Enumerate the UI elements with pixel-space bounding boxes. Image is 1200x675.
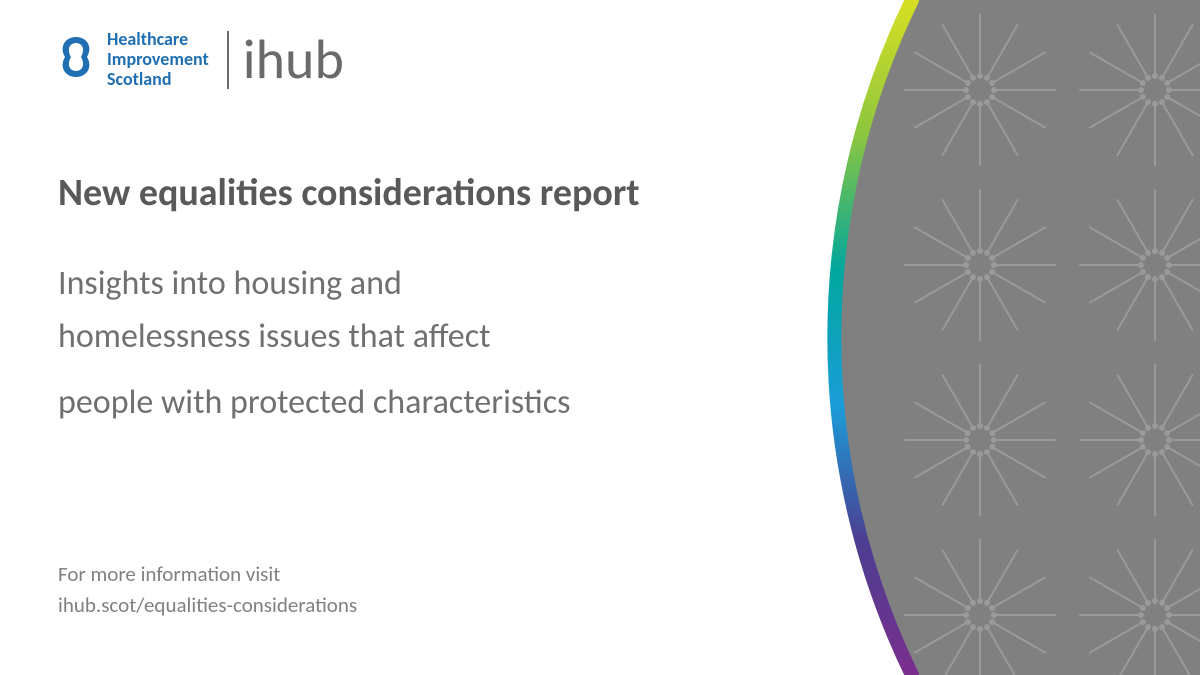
starburst-icon xyxy=(1075,10,1200,170)
body-line2: homelessness issues that affect xyxy=(58,311,698,364)
starburst-icon xyxy=(1075,185,1200,345)
logo-brand: ihub xyxy=(243,32,344,88)
report-body: Insights into housing and homelessness i… xyxy=(58,258,698,430)
starburst-icon xyxy=(900,535,1060,675)
logo-org-line2: Improvement xyxy=(107,50,209,70)
logo-divider xyxy=(227,31,229,89)
right-panel xyxy=(780,0,1200,675)
logo-org-line3: Scotland xyxy=(107,70,209,90)
starburst-icon xyxy=(900,360,1060,520)
starburst-icon xyxy=(1075,535,1200,675)
his-knot-icon xyxy=(55,33,97,86)
starburst-icon xyxy=(900,10,1060,170)
body-line3: people with protected characteristics xyxy=(58,377,698,430)
slide: Healthcare Improvement Scotland ihub New… xyxy=(0,0,1200,675)
logo-block: Healthcare Improvement Scotland ihub xyxy=(55,30,344,89)
body-line1: Insights into housing and xyxy=(58,258,698,311)
logo-org-line1: Healthcare xyxy=(107,30,209,50)
report-title: New equalities considerations report xyxy=(58,170,698,216)
logo-org-text: Healthcare Improvement Scotland xyxy=(107,30,209,89)
starburst-icon xyxy=(900,185,1060,345)
footer: For more information visit ihub.scot/equ… xyxy=(58,559,357,620)
main-content: New equalities considerations report Ins… xyxy=(58,170,698,430)
footer-line1: For more information visit xyxy=(58,559,357,589)
footer-line2: ihub.scot/equalities-considerations xyxy=(58,590,357,620)
starburst-icon xyxy=(1075,360,1200,520)
